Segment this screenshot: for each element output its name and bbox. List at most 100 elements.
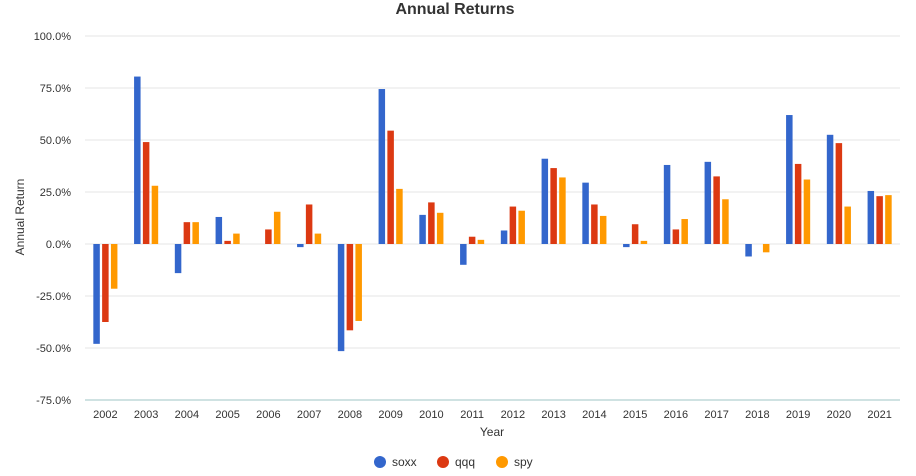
- legend: soxx qqq spy: [374, 455, 533, 469]
- y-tick-label: 0.0%: [46, 239, 71, 251]
- x-tick-label: 2016: [664, 409, 688, 421]
- x-tick-label: 2021: [867, 409, 891, 421]
- y-axis-title: Annual Return: [13, 179, 27, 256]
- bar-spy-2012: [518, 210, 525, 244]
- x-tick-label: 2009: [378, 409, 402, 421]
- bar-spy-2016: [681, 219, 688, 244]
- x-tick-label: 2008: [338, 409, 362, 421]
- x-tick-label: 2014: [582, 409, 606, 421]
- x-tick-label: 2019: [786, 409, 810, 421]
- bar-qqq-2014: [591, 204, 598, 244]
- bar-qqq-2005: [224, 240, 231, 244]
- y-tick-label: -75.0%: [36, 395, 71, 407]
- x-axis-title: Year: [480, 425, 504, 439]
- bar-qqq-2003: [142, 142, 150, 244]
- x-tick-label: 2020: [827, 409, 851, 421]
- bar-spy-2020: [844, 206, 851, 244]
- x-tick-label: 2013: [541, 409, 565, 421]
- bar-spy-2005: [233, 233, 240, 244]
- bar-qqq-2008: [346, 244, 354, 331]
- bar-qqq-2016: [672, 229, 680, 244]
- x-tick-label: 2011: [460, 409, 484, 421]
- bar-soxx-2002: [93, 244, 100, 344]
- bar-soxx-2009: [378, 89, 386, 244]
- legend-swatch-spy: [496, 456, 508, 468]
- bar-qqq-2012: [509, 206, 517, 244]
- x-tick-label: 2003: [134, 409, 158, 421]
- legend-label-spy: spy: [514, 455, 533, 469]
- y-tick-label: 25.0%: [40, 187, 71, 199]
- legend-swatch-soxx: [374, 456, 386, 468]
- bar-qqq-2009: [387, 130, 394, 244]
- bar-soxx-2014: [582, 182, 589, 244]
- bar-spy-2013: [559, 177, 566, 244]
- x-tick-label: 2005: [215, 409, 239, 421]
- bar-qqq-2019: [794, 163, 802, 244]
- bar-qqq-2002: [102, 244, 109, 322]
- y-tick-label: 100.0%: [34, 31, 72, 43]
- gridlines: [85, 35, 900, 401]
- bar-spy-2003: [151, 185, 159, 244]
- y-tick-label: 50.0%: [40, 135, 71, 147]
- bar-soxx-2007: [297, 244, 304, 248]
- bar-soxx-2003: [134, 76, 141, 244]
- bar-spy-2002: [110, 244, 118, 289]
- bar-spy-2008: [355, 244, 362, 321]
- bar-qqq-2007: [305, 204, 313, 244]
- legend-swatch-qqq: [437, 456, 449, 468]
- bar-spy-2011: [477, 239, 485, 244]
- bar-soxx-2010: [419, 214, 426, 244]
- bar-qqq-2004: [183, 222, 191, 244]
- y-axis-ticks: 100.0% 75.0% 50.0% 25.0% 0.0% -25.0% -50.0% -75…: [34, 31, 72, 407]
- bar-soxx-2020: [826, 134, 834, 244]
- bar-soxx-2004: [174, 244, 182, 274]
- bar-spy-2006: [273, 211, 281, 244]
- bar-spy-2010: [436, 212, 444, 244]
- x-tick-label: 2002: [93, 409, 117, 421]
- bar-soxx-2012: [500, 230, 508, 244]
- x-tick-label: 2007: [297, 409, 321, 421]
- bar-soxx-2017: [704, 161, 712, 244]
- chart-title: Annual Returns: [395, 1, 514, 18]
- x-tick-label: 2010: [419, 409, 443, 421]
- bar-spy-2017: [722, 199, 729, 244]
- bar-qqq-2006: [265, 229, 272, 244]
- bar-qqq-2020: [835, 143, 843, 244]
- bar-spy-2019: [803, 179, 811, 244]
- bar-spy-2021: [885, 195, 892, 244]
- bar-soxx-2015: [623, 244, 630, 248]
- bar-soxx-2019: [786, 115, 793, 244]
- bar-qqq-2021: [876, 196, 883, 244]
- bar-spy-2018: [762, 244, 770, 253]
- x-tick-label: 2012: [501, 409, 525, 421]
- bar-spy-2014: [599, 215, 607, 244]
- x-axis-ticks: 2002 2003 2004 2005 2006 2007 2008 2009 2010 2011…: [93, 409, 892, 421]
- x-tick-label: 2004: [175, 409, 199, 421]
- bar-soxx-2021: [867, 190, 875, 244]
- bar-soxx-2011: [460, 244, 467, 265]
- x-tick-label: 2018: [745, 409, 769, 421]
- bar-spy-2009: [396, 188, 403, 244]
- bar-soxx-2005: [215, 216, 223, 244]
- bar-qqq-2015: [631, 224, 639, 244]
- y-tick-label: -25.0%: [36, 291, 71, 303]
- y-tick-label: 75.0%: [40, 83, 71, 95]
- x-tick-label: 2015: [623, 409, 647, 421]
- bar-spy-2015: [640, 240, 648, 244]
- bar-qqq-2011: [468, 236, 476, 244]
- x-tick-label: 2017: [704, 409, 728, 421]
- bar-qqq-2013: [550, 168, 557, 244]
- bar-qqq-2010: [428, 202, 435, 244]
- legend-label-qqq: qqq: [455, 455, 475, 469]
- bar-soxx-2013: [541, 158, 549, 244]
- bar-spy-2007: [314, 233, 322, 244]
- x-tick-label: 2006: [256, 409, 280, 421]
- bar-soxx-2016: [663, 164, 671, 244]
- legend-label-soxx: soxx: [392, 455, 417, 469]
- bars: [93, 76, 892, 352]
- bar-soxx-2018: [745, 244, 752, 257]
- bar-qqq-2017: [713, 176, 720, 244]
- bar-spy-2004: [192, 222, 199, 244]
